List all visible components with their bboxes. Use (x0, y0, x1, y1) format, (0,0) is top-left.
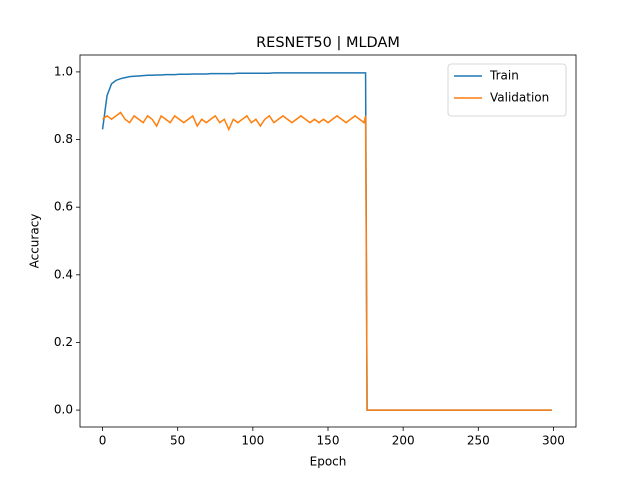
y-tick-label: 0.2 (54, 335, 73, 349)
legend-label: Validation (490, 91, 549, 105)
x-axis-label: Epoch (310, 455, 347, 469)
x-tick-label: 300 (542, 434, 565, 448)
x-tick-label: 100 (241, 434, 264, 448)
x-tick-label: 50 (170, 434, 185, 448)
x-tick-label: 200 (392, 434, 415, 448)
y-tick-label: 0.4 (54, 267, 73, 281)
y-tick-label: 0.0 (54, 403, 73, 417)
y-tick-label: 1.0 (54, 64, 73, 78)
legend-label: Train (489, 69, 519, 83)
x-tick-label: 150 (317, 434, 340, 448)
legend-box (447, 63, 567, 117)
chart-title: RESNET50 | MLDAM (256, 35, 400, 51)
x-tick-label: 0 (99, 434, 107, 448)
y-tick-label: 0.8 (54, 132, 73, 146)
y-axis-label: Accuracy (28, 214, 42, 269)
x-tick-label: 250 (467, 434, 490, 448)
y-tick-label: 0.6 (54, 200, 73, 214)
series-line (102, 111, 552, 411)
plot-frame (79, 54, 577, 428)
series-line (101, 72, 552, 411)
